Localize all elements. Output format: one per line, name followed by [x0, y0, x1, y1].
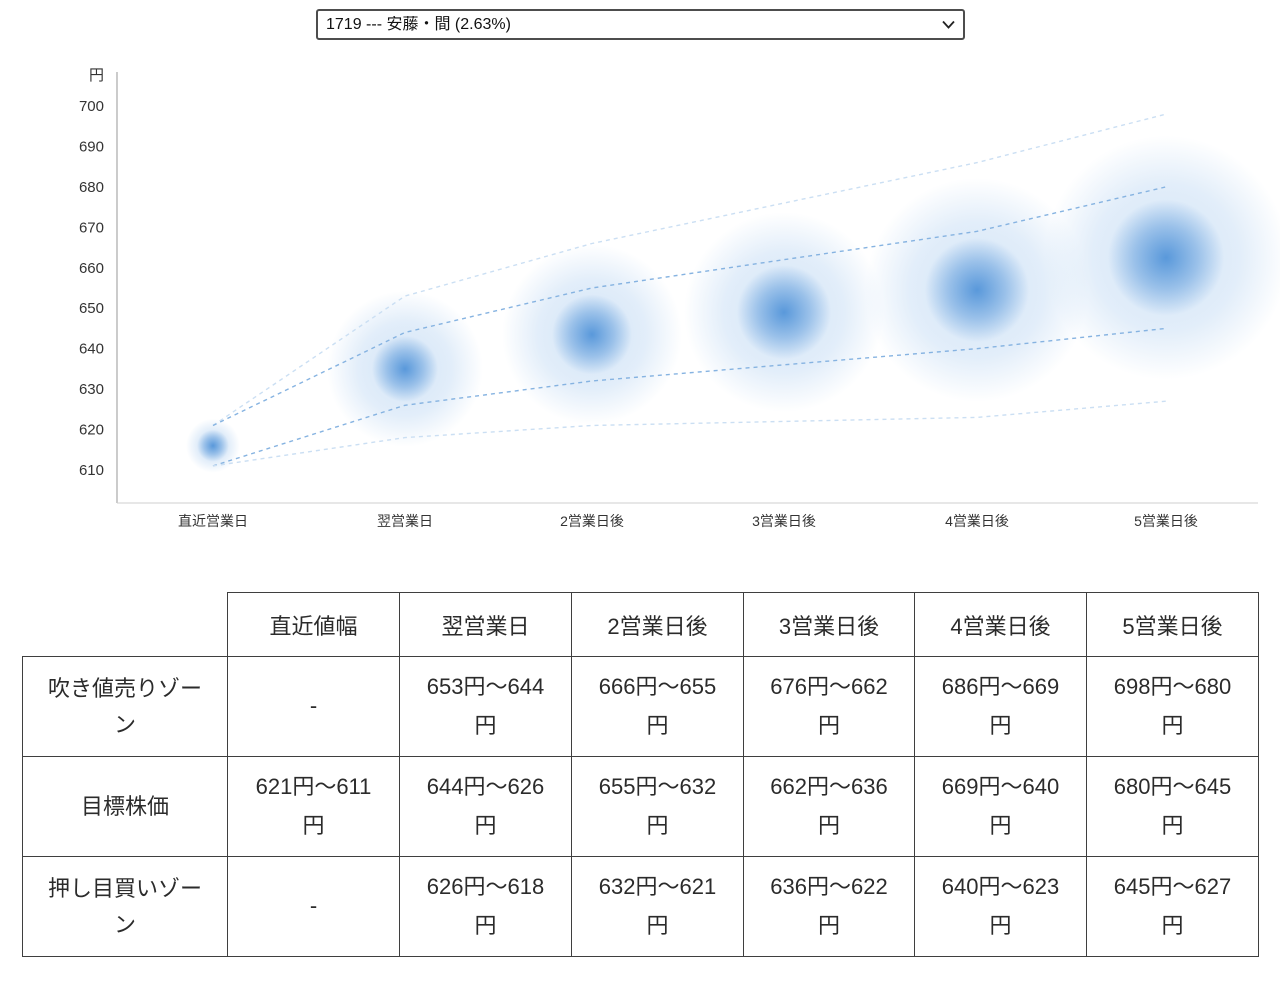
table-cell: 632円〜621円 — [571, 856, 744, 957]
table-cell: 676円〜662円 — [743, 656, 915, 757]
y-tick-label: 650 — [79, 300, 104, 317]
x-category-label: 直近営業日 — [178, 513, 248, 529]
y-axis-unit-label: 円 — [89, 67, 104, 84]
col-header-latest-range: 直近値幅 — [227, 592, 400, 657]
table-corner-cell — [22, 592, 228, 657]
price-forecast-table: 直近値幅 翌営業日 2営業日後 3営業日後 4営業日後 5営業日後 吹き値売りゾ… — [22, 592, 1259, 957]
table-cell: 686円〜669円 — [914, 656, 1087, 757]
bubble-core — [1108, 199, 1224, 316]
forecast-line — [212, 186, 1167, 427]
forecast-line — [212, 400, 1167, 467]
col-header-day5: 5営業日後 — [1086, 592, 1259, 657]
table-cell: 645円〜627円 — [1086, 856, 1259, 957]
y-tick-label: 630 — [79, 381, 104, 398]
col-header-day4: 4営業日後 — [914, 592, 1087, 657]
table-cell: 640円〜623円 — [914, 856, 1087, 957]
price-forecast-chart: 円 700 690 680 670 660 650 640 630 620 610 直近営業日 翌営業日… — [79, 67, 1280, 529]
bubble-core — [737, 265, 831, 360]
table-cell: 669円〜640円 — [914, 756, 1087, 857]
stock-select-wrap: 1719 --- 安藤・間 (2.63%) — [316, 9, 965, 40]
y-tick-label: 660 — [79, 260, 104, 277]
y-tick-label: 680 — [79, 179, 104, 196]
table-cell: - — [227, 856, 400, 957]
y-tick-label: 610 — [79, 462, 104, 479]
x-category-label: 翌営業日 — [377, 513, 433, 529]
y-tick-label: 690 — [79, 138, 104, 155]
table-cell: 680円〜645円 — [1086, 756, 1259, 857]
table-row-target-price: 目標株価 621円〜611円 644円〜626円 655円〜632円 662円〜… — [22, 756, 1259, 857]
y-tick-label: 620 — [79, 422, 104, 439]
bubble-core — [925, 238, 1029, 343]
y-tick-label: 700 — [79, 98, 104, 115]
y-tick-label: 640 — [79, 341, 104, 358]
table-cell: 621円〜611円 — [227, 756, 400, 857]
table-header-row: 直近値幅 翌営業日 2営業日後 3営業日後 4営業日後 5営業日後 — [22, 592, 1259, 657]
table-cell: 653円〜644円 — [399, 656, 572, 757]
row-header-target-price: 目標株価 — [22, 756, 228, 857]
table-cell: 698円〜680円 — [1086, 656, 1259, 757]
row-header-sell-zone: 吹き値売りゾーン — [22, 656, 228, 757]
table-row-sell-zone: 吹き値売りゾーン - 653円〜644円 666円〜655円 676円〜662円… — [22, 656, 1259, 757]
x-category-label: 5営業日後 — [1134, 513, 1198, 529]
table-cell: - — [227, 656, 400, 757]
bubble-core — [197, 429, 229, 462]
table-cell: 655円〜632円 — [571, 756, 744, 857]
table-cell: 626円〜618円 — [399, 856, 572, 957]
bubble-core — [372, 335, 438, 402]
row-header-buy-zone: 押し目買いゾーン — [22, 856, 228, 957]
stock-select[interactable]: 1719 --- 安藤・間 (2.63%) — [316, 9, 965, 40]
x-category-label: 3営業日後 — [752, 513, 816, 529]
table-cell: 666円〜655円 — [571, 656, 744, 757]
table-cell: 636円〜622円 — [743, 856, 915, 957]
col-header-day3: 3営業日後 — [743, 592, 915, 657]
forecast-line — [212, 113, 1167, 427]
bubble-core — [552, 294, 632, 375]
y-tick-label: 670 — [79, 219, 104, 236]
col-header-next-day: 翌営業日 — [399, 592, 572, 657]
x-category-label: 4営業日後 — [945, 513, 1009, 529]
table-cell: 662円〜636円 — [743, 756, 915, 857]
table-row-buy-zone: 押し目買いゾーン - 626円〜618円 632円〜621円 636円〜622円… — [22, 856, 1259, 957]
x-category-label: 2営業日後 — [560, 513, 624, 529]
col-header-day2: 2営業日後 — [571, 592, 744, 657]
table-cell: 644円〜626円 — [399, 756, 572, 857]
